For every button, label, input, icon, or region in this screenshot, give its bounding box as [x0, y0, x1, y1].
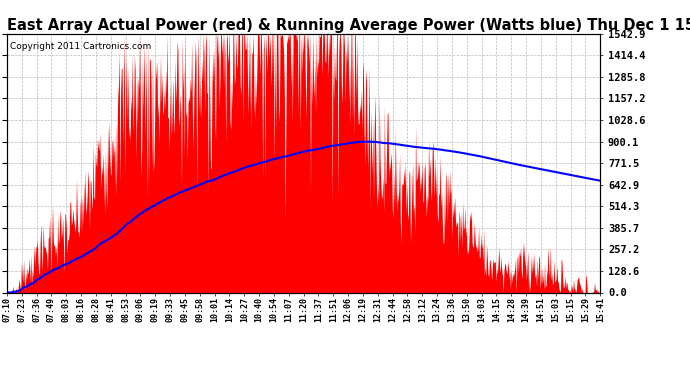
Text: East Array Actual Power (red) & Running Average Power (Watts blue) Thu Dec 1 15:: East Array Actual Power (red) & Running …	[7, 18, 690, 33]
Text: Copyright 2011 Cartronics.com: Copyright 2011 Cartronics.com	[10, 42, 151, 51]
